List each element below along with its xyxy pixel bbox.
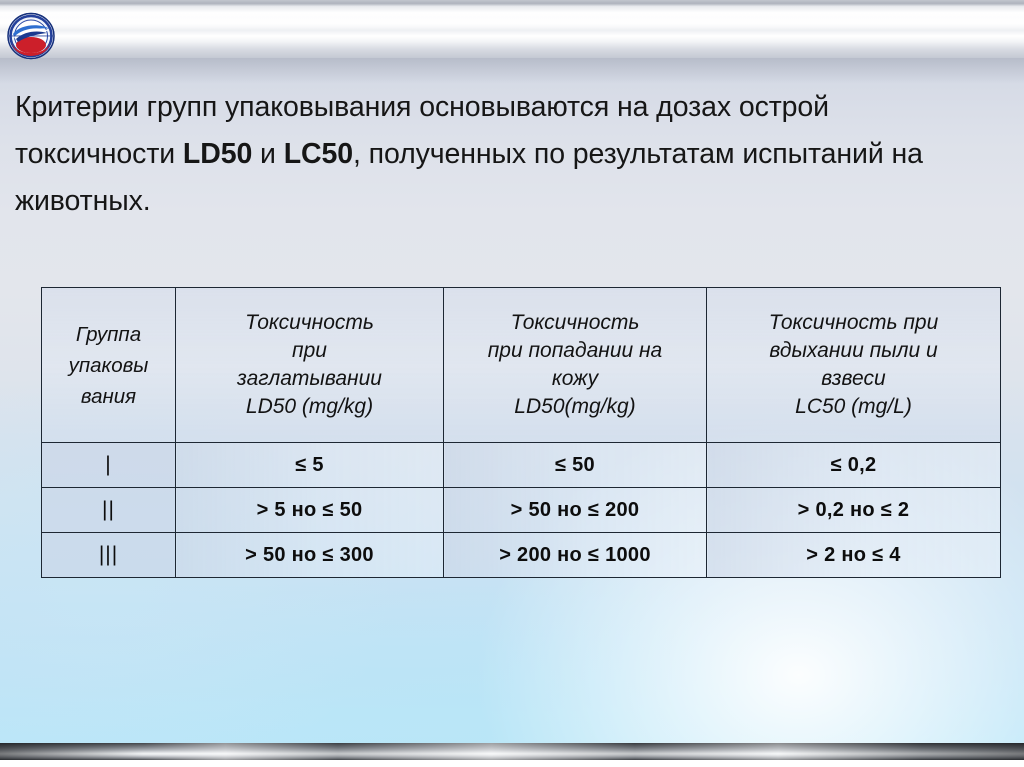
header-dermal-line-2: при попадании на bbox=[487, 339, 663, 362]
row-2-oral: > 5 но ≤ 50 bbox=[175, 487, 444, 533]
title-seg-1: Критерии групп упаковывания основываются… bbox=[15, 91, 829, 170]
organization-emblem-icon bbox=[6, 12, 56, 60]
title-seg-ld50: LD50 bbox=[182, 138, 253, 170]
header-dermal-line-3: кожу bbox=[551, 367, 599, 390]
row-1-inhalation: ≤ 0,2 bbox=[706, 442, 1001, 488]
header-group-line-2: упаковы bbox=[68, 353, 149, 377]
header-inhalation-line-3: взвеси bbox=[821, 367, 886, 390]
title-seg-lc50: LC50 bbox=[283, 138, 353, 170]
bottom-white-strip bbox=[0, 760, 1024, 767]
row-2-group: || bbox=[41, 487, 176, 533]
bottom-bar-sheen bbox=[0, 743, 1024, 760]
header-oral-line-1: Токсичность bbox=[245, 311, 374, 334]
row-1-dermal: ≤ 50 bbox=[443, 442, 707, 488]
header-cell-inhalation: Токсичность при вдыхании пыли и взвеси L… bbox=[706, 287, 1001, 443]
table-row: || > 5 но ≤ 50 > 50 но ≤ 200 > 0,2 но ≤ … bbox=[41, 487, 1001, 533]
row-3-dermal: > 200 но ≤ 1000 bbox=[443, 532, 707, 578]
row-1-group: | bbox=[41, 442, 176, 488]
header-inhalation-line-2: вдыхании пыли и bbox=[769, 339, 938, 362]
top-band-shadow bbox=[0, 58, 1024, 84]
header-oral-line-4: LD50 (mg/kg) bbox=[245, 395, 374, 418]
criteria-table-wrapper: Группа упаковы вания Токсичность при заг… bbox=[41, 287, 1001, 578]
header-oral-line-3: заглатывании bbox=[237, 367, 382, 390]
header-oral-line-2: при bbox=[292, 339, 327, 362]
row-2-inhalation: > 0,2 но ≤ 2 bbox=[706, 487, 1001, 533]
header-dermal-line-1: Токсичность bbox=[510, 311, 640, 334]
header-group-line-1: Группа bbox=[75, 322, 142, 346]
header-group-line-3: вания bbox=[80, 384, 137, 408]
header-cell-oral: Токсичность при заглатывании LD50 (mg/kg… bbox=[175, 287, 444, 443]
title-seg-3: и bbox=[252, 138, 284, 170]
page-title: Критерии групп упаковывания основываются… bbox=[15, 84, 990, 225]
header-dermal-line-4: LD50(mg/kg) bbox=[514, 395, 636, 418]
row-1-oral: ≤ 5 bbox=[175, 442, 444, 488]
top-band-highlight bbox=[0, 16, 1024, 30]
emblem-svg bbox=[7, 12, 55, 60]
table-row: ||| > 50 но ≤ 300 > 200 но ≤ 1000 > 2 но… bbox=[41, 532, 1001, 578]
header-inhalation-line-1: Токсичность при bbox=[768, 311, 939, 334]
packing-group-criteria-table: Группа упаковы вания Токсичность при заг… bbox=[41, 287, 1001, 578]
row-3-inhalation: > 2 но ≤ 4 bbox=[706, 532, 1001, 578]
header-inhalation-line-4: LC50 (mg/L) bbox=[795, 395, 912, 418]
table-row: | ≤ 5 ≤ 50 ≤ 0,2 bbox=[41, 442, 1001, 488]
row-2-dermal: > 50 но ≤ 200 bbox=[443, 487, 707, 533]
row-3-oral: > 50 но ≤ 300 bbox=[175, 532, 444, 578]
header-cell-dermal: Токсичность при попадании на кожу LD50(m… bbox=[443, 287, 707, 443]
table-header-row: Группа упаковы вания Токсичность при заг… bbox=[41, 287, 1001, 443]
title-seg-5: , полученных по результатам испытаний на… bbox=[15, 138, 923, 217]
header-cell-group: Группа упаковы вания bbox=[41, 287, 176, 443]
row-3-group: ||| bbox=[41, 532, 176, 578]
